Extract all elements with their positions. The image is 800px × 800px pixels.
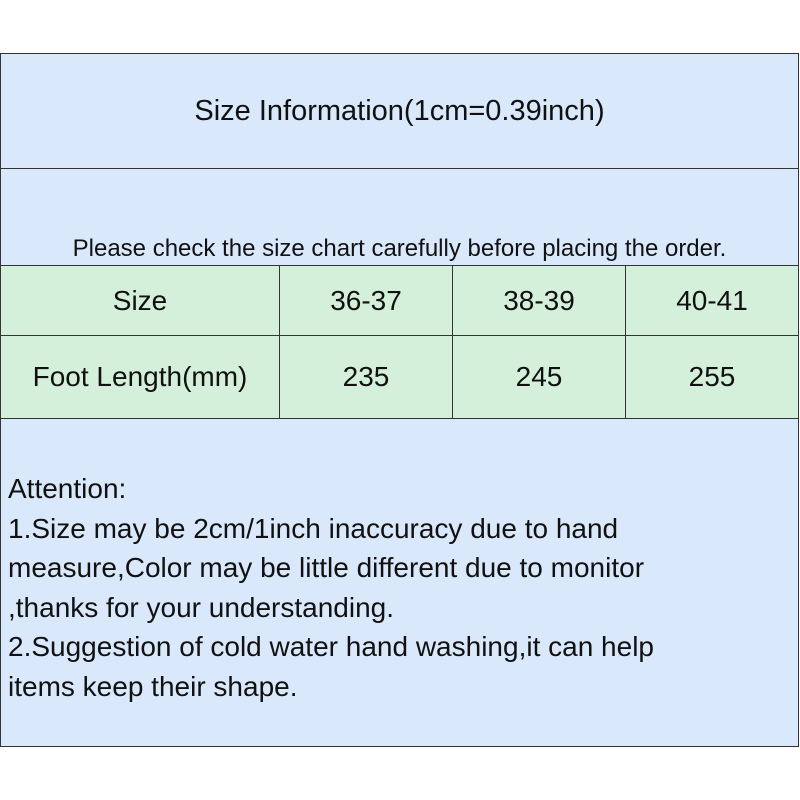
attention-heading: Attention:	[8, 473, 127, 504]
header-cell-36-37: 36-37	[279, 265, 453, 336]
size-chart-note: Please check the size chart carefully be…	[0, 168, 799, 266]
attention-line: 2.Suggestion of cold water hand washing,…	[8, 631, 654, 662]
size-info-title: Size Information(1cm=0.39inch)	[0, 53, 799, 169]
header-label: 38-39	[503, 284, 575, 316]
title-text: Size Information(1cm=0.39inch)	[194, 94, 605, 127]
cell-text: Foot Length(mm)	[32, 361, 248, 392]
table-cell: 255	[625, 335, 799, 419]
header-cell-40-41: 40-41	[625, 265, 799, 336]
header-label: 40-41	[676, 284, 748, 316]
cell-text: 235	[342, 361, 390, 392]
attention-line: measure,Color may be little different du…	[8, 552, 645, 583]
attention-line: items keep their shape.	[8, 670, 298, 702]
table-cell: 245	[452, 335, 626, 419]
cell-text: 255	[688, 361, 736, 392]
header-label: Size	[112, 284, 168, 316]
attention-section: Attention: 1.Size may be 2cm/1inch inacc…	[0, 418, 799, 747]
attention-line: ,thanks for your understanding.	[8, 591, 395, 623]
header-cell-size: Size	[0, 265, 280, 336]
table-cell: 235	[279, 335, 453, 419]
note-text: Please check the size chart carefully be…	[72, 235, 727, 262]
header-cell-38-39: 38-39	[452, 265, 626, 336]
header-label: 36-37	[330, 284, 402, 316]
row-label-foot-length: Foot Length(mm)	[0, 335, 280, 419]
cell-text: 245	[515, 361, 563, 392]
attention-line: 1.Size may be 2cm/1inch inaccuracy due t…	[8, 512, 619, 544]
